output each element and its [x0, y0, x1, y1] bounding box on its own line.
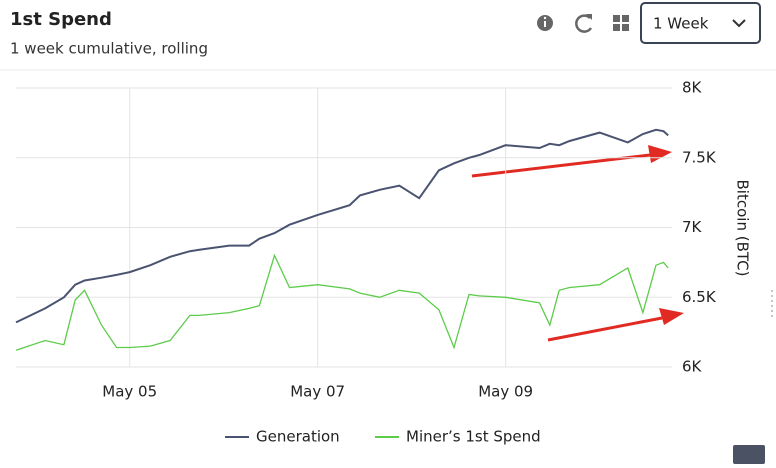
y-tick-label: 6.5K [682, 288, 717, 306]
x-tick-label: May 07 [290, 383, 345, 401]
y-axis-title: Bitcoin (BTC) [734, 180, 752, 277]
annotation-arrow [471, 145, 672, 178]
dropdown-chevron [732, 19, 746, 28]
x-tick-label: May 05 [102, 383, 157, 401]
y-tick-label: 6K [682, 358, 703, 376]
grid-icon[interactable] [613, 15, 629, 31]
series-line [15, 128, 669, 324]
x-tick-label: May 09 [478, 383, 533, 401]
chart-title: 1st Spend [10, 9, 112, 30]
refresh-icon[interactable] [575, 14, 593, 33]
legend-label: Miner’s 1st Spend [406, 428, 541, 446]
y-tick-label: 7K [682, 218, 703, 236]
corner-tab[interactable] [733, 445, 765, 464]
range-label: 1 Week [653, 15, 709, 33]
chart-subtitle: 1 week cumulative, rolling [10, 40, 208, 58]
y-tick-label: 7.5K [682, 148, 717, 166]
series-line [15, 253, 669, 351]
info-icon[interactable] [537, 15, 553, 31]
annotation-arrow [547, 308, 684, 342]
legend-label: Generation [256, 428, 340, 446]
range-dropdown[interactable] [640, 2, 761, 44]
y-tick-label: 8K [682, 79, 703, 97]
